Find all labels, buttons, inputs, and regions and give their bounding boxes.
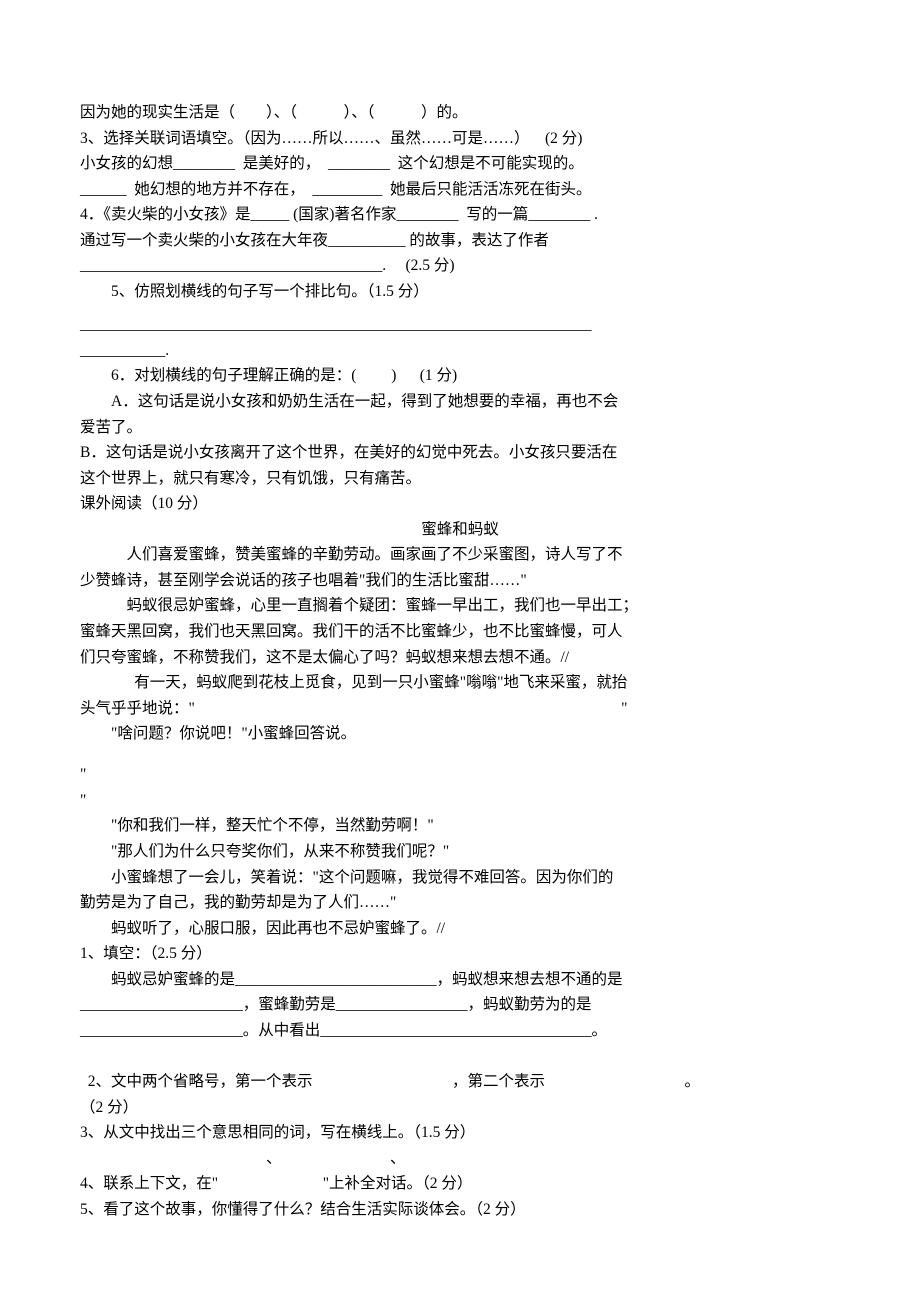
question-2-points: （2 分） — [80, 1095, 840, 1121]
text: 有一天，蚂蚁爬到花枝上觅食，见到一只小蜜蜂"嗡嗡"地飞来采蜜，就抬 — [134, 674, 627, 691]
text: 2、文中两个省略号，第一个表示 — [88, 1073, 313, 1090]
text: ，第二个表示 — [452, 1073, 545, 1090]
passage-p6: "那人们为什么只夸奖你们，从来不称赞我们呢？" — [80, 839, 840, 865]
text-line: _______________________________________.… — [80, 253, 840, 279]
text: 蚂蚁很忌妒蜜蜂，心里一直搁着个疑团：蜜蜂一早出工，我们也一早出工； — [127, 597, 639, 614]
passage-p8: 蚂蚁听了，心服口服，因此再也不忌妒蜜蜂了。// — [80, 916, 840, 942]
text-line: 因为她的现实生活是（ ）、（ ）、（ ）的。 — [80, 100, 840, 126]
question-6: 6．对划横线的句子理解正确的是：( ) (1 分) — [80, 363, 840, 389]
question-5b: 5、看了这个故事，你懂得了什么？结合生活实际谈体会。（2 分） — [80, 1197, 840, 1223]
question-1-line: 蚂蚁忌妒蜜蜂的是__________________________，蚂蚁想来想… — [80, 967, 840, 993]
question-4b: 4、联系上下文，在" "上补全对话。（2 分） — [80, 1171, 840, 1197]
question-3: 3、选择关联词语填空。（因为……所以……、虽然……可是……） (2 分) — [80, 126, 840, 152]
option-a-cont: 爱苦了。 — [80, 415, 840, 441]
passage-p2-cont: 们只夸蜜蜂，不称赞我们，这不是太偏心了吗？蚂蚁想来想去想不通。// — [80, 645, 840, 671]
option-b: B．这句话是说小女孩离开了这个世界，在美好的幻觉中死去。小女孩只要活在 — [80, 440, 840, 466]
passage-p5: "你和我们一样，整天忙个不停，当然勤劳啊！" — [80, 813, 840, 839]
passage-p3-cont: 头气乎乎地说：" " — [80, 696, 840, 722]
passage-p4: "啥问题？你说吧！"小蜜蜂回答说。 — [80, 721, 840, 747]
question-3b-blank: 、 、 — [80, 1146, 840, 1172]
question-1-line: _____________________，蜜蜂勤劳是_____________… — [80, 992, 840, 1018]
text-line: ______ 她幻想的地方并不存在， _________ 她最后只能活活冻死在街… — [80, 177, 840, 203]
spacer — [80, 305, 840, 313]
passage-title: 蜜蜂和蚂蚁 — [80, 517, 840, 543]
passage-p7: 小蜜蜂想了一会儿，笑着说："这个问题嘛，我觉得不难回答。因为你们的 — [80, 865, 840, 891]
passage-p7-cont: 勤劳是为了自己，我的勤劳却是为了人们……" — [80, 890, 840, 916]
section-heading: 课外阅读（10 分） — [80, 491, 840, 517]
passage-p2-cont: 蜜蜂天黑回窝，我们也天黑回窝。我们干的活不比蜜蜂少，也不比蜜蜂慢，可人 — [80, 619, 840, 645]
question-4: 4．《卖火柴的小女孩》是_____ (国家)著名作家________ 写的一篇_… — [80, 202, 840, 228]
text-line: 小女孩的幻想________ 是美好的， ________ 这个幻想是不可能实现… — [80, 151, 840, 177]
question-3b: 3、从文中找出三个意思相同的词，写在横线上。（1.5 分） — [80, 1120, 840, 1146]
question-1-line: _____________________。从中看出______________… — [80, 1018, 840, 1044]
passage-p2: 蚂蚁很忌妒蜜蜂，心里一直搁着个疑团：蜜蜂一早出工，我们也一早出工； — [80, 593, 840, 619]
option-a: A．这句话是说小女孩和奶奶生活在一起，得到了她想要的幸福，再也不会 — [80, 389, 840, 415]
quote-close: " — [80, 788, 840, 814]
passage-p1: 人们喜爱蜜蜂，赞美蜜蜂的辛勤劳动。画家画了不少采蜜图，诗人写了不 — [80, 542, 840, 568]
text-line: 通过写一个卖火柴的小女孩在大年夜__________ 的故事，表达了作者 — [80, 228, 840, 254]
passage-p3: 有一天，蚂蚁爬到花枝上觅食，见到一只小蜜蜂"嗡嗡"地飞来采蜜，就抬 — [80, 670, 840, 696]
text: 。 — [685, 1073, 701, 1090]
spacer — [80, 747, 840, 763]
passage-p1-cont: 少赞蜂诗，甚至刚学会说话的孩子也唱着"我们的生活比蜜甜……" — [80, 568, 840, 594]
question-5: 5、仿照划横线的句子写一个排比句。（1.5 分） — [80, 279, 840, 305]
question-2: 2、文中两个省略号，第一个表示 ，第二个表示 。 — [80, 1044, 840, 1095]
quote-open: " — [80, 762, 840, 788]
question-1: 1、填空：（2.5 分） — [80, 941, 840, 967]
blank-line: ___________. — [80, 338, 840, 364]
text: 人们喜爱蜜蜂，赞美蜜蜂的辛勤劳动。画家画了不少采蜜图，诗人写了不 — [127, 546, 623, 563]
blank-line: ________________________________________… — [80, 312, 840, 338]
option-b-cont: 这个世界上，就只有寒冷，只有饥饿，只有痛苦。 — [80, 466, 840, 492]
